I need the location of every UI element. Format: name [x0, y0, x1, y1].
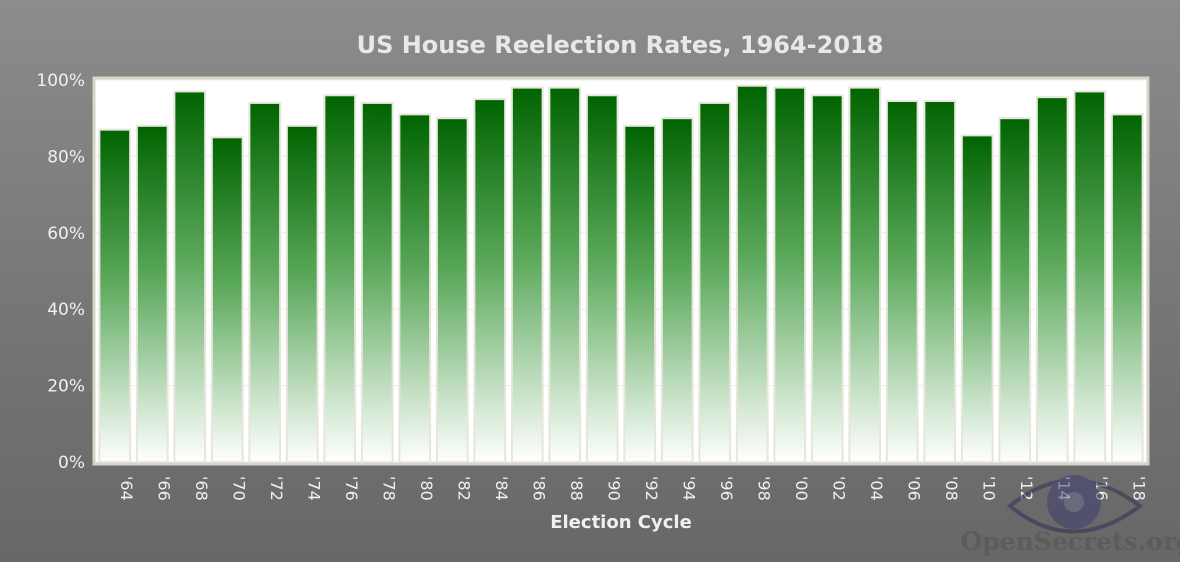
bar-70 [210, 136, 244, 464]
bar-12 [998, 117, 1032, 463]
x-tick-label: '02 [829, 476, 848, 501]
chart-title: US House Reelection Rates, 1964-2018 [357, 31, 884, 59]
y-axis-ticks: 0% 20% 40% 60% 80% 100% [36, 71, 85, 473]
x-tick-label: '06 [904, 476, 923, 501]
x-tick-label: '10 [979, 476, 998, 501]
x-tick-label: '72 [267, 476, 286, 501]
bar-10 [960, 134, 994, 463]
bar-86 [510, 86, 544, 463]
bar-88 [548, 86, 582, 463]
x-tick-label: '88 [567, 476, 586, 501]
x-tick-label: '90 [604, 476, 623, 501]
x-tick-label: '84 [492, 476, 511, 501]
bars [98, 84, 1144, 464]
bar-04 [848, 86, 882, 463]
x-tick-label: '68 [192, 476, 211, 501]
y-tick-label: 100% [36, 71, 85, 91]
bar-02 [810, 94, 844, 463]
x-tick-label: '86 [529, 476, 548, 501]
bar-16 [1073, 90, 1107, 464]
y-tick-label: 0% [58, 453, 85, 473]
bar-08 [923, 100, 957, 463]
bar-76 [323, 94, 357, 463]
x-axis-ticks: '64 '66 '68 '70 '72 '74 '76 '78 '80 '82 '84 '86 '88 '… [117, 476, 1149, 501]
bar-90 [585, 94, 619, 463]
bar-82 [435, 117, 469, 463]
x-tick-label: '00 [792, 476, 811, 501]
x-tick-label: '08 [942, 476, 961, 501]
bar-06 [885, 100, 919, 463]
bar-68 [173, 90, 207, 464]
x-tick-label: '64 [117, 476, 136, 501]
x-tick-label: '92 [642, 476, 661, 501]
eye-logo-icon [1006, 475, 1144, 534]
x-tick-label: '78 [379, 476, 398, 501]
x-tick-label: '80 [417, 476, 436, 501]
x-tick-label: '70 [229, 476, 248, 501]
x-tick-label: '74 [304, 476, 323, 501]
x-tick-label: '66 [154, 476, 173, 501]
bar-92 [623, 124, 657, 463]
watermark-text: OpenSecrets.org [960, 527, 1180, 556]
x-tick-label: '12 [1017, 476, 1036, 501]
x-axis-title: Election Cycle [550, 512, 692, 533]
bar-84 [473, 98, 507, 463]
bar-98 [735, 84, 769, 463]
x-tick-label: '96 [717, 476, 736, 501]
y-tick-label: 80% [47, 147, 85, 167]
y-tick-label: 40% [47, 300, 85, 320]
x-tick-label: '76 [342, 476, 361, 501]
bar-78 [360, 101, 394, 463]
bar-74 [285, 124, 319, 463]
x-tick-label: '98 [754, 476, 773, 501]
y-tick-label: 20% [47, 377, 85, 397]
bar-00 [773, 86, 807, 463]
x-tick-label: '04 [867, 476, 886, 501]
bar-94 [660, 117, 694, 463]
x-tick-label: '82 [454, 476, 473, 501]
y-tick-label: 60% [47, 224, 85, 244]
bar-66 [135, 124, 169, 463]
bar-14 [1035, 96, 1069, 463]
x-tick-label: '94 [679, 476, 698, 501]
bar-64 [98, 128, 132, 463]
bar-72 [248, 101, 282, 463]
x-tick-label: '18 [1129, 476, 1148, 501]
bar-96 [698, 101, 732, 463]
bar-80 [398, 113, 432, 463]
watermark: OpenSecrets.org [960, 475, 1180, 556]
bar-18 [1110, 113, 1144, 463]
